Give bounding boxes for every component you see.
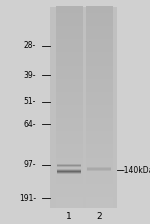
Bar [50,7,117,208]
Text: 97-: 97- [24,160,36,169]
Text: -140kDa: -140kDa [122,166,150,175]
Text: 64-: 64- [24,120,36,129]
Text: 51-: 51- [24,97,36,106]
Text: 39-: 39- [24,71,36,80]
Text: 191-: 191- [19,194,36,203]
Text: 1: 1 [66,212,72,221]
Text: 28-: 28- [24,41,36,50]
Text: 2: 2 [96,212,102,221]
